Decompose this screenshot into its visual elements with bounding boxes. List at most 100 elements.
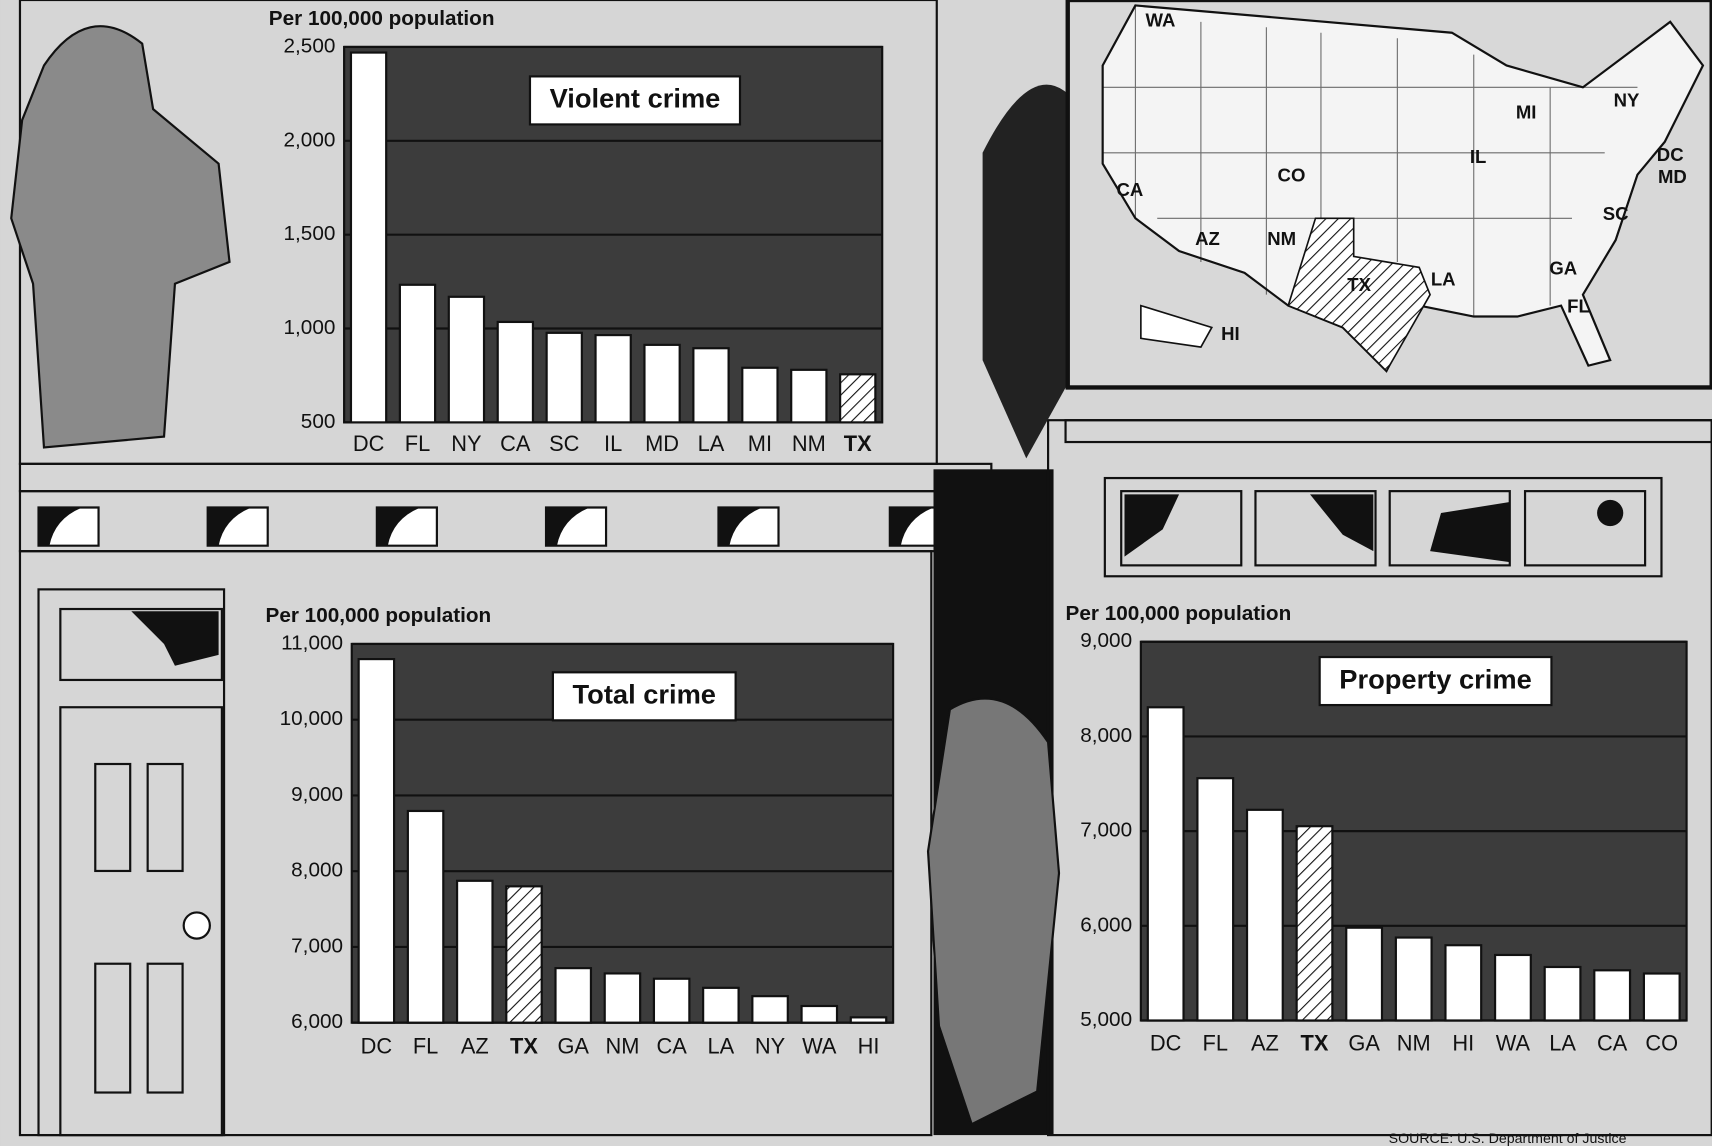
x-tick-label: LA bbox=[698, 431, 725, 456]
x-tick-label: WA bbox=[1496, 1030, 1531, 1055]
chart-title: Total crime bbox=[573, 679, 716, 710]
map-label: NM bbox=[1267, 228, 1296, 249]
map-label: MD bbox=[1658, 166, 1687, 187]
bar bbox=[851, 1017, 886, 1022]
bar bbox=[1594, 970, 1630, 1020]
x-tick-label: AZ bbox=[1251, 1030, 1279, 1055]
x-tick-label: FL bbox=[413, 1034, 438, 1059]
y-tick-label: 10,000 bbox=[280, 707, 343, 730]
bar bbox=[791, 370, 826, 423]
map-label: LA bbox=[1431, 268, 1456, 289]
axis-label: Per 100,000 population bbox=[1066, 602, 1292, 625]
us-map bbox=[1068, 0, 1712, 387]
bar bbox=[1396, 938, 1432, 1021]
x-tick-label: NM bbox=[1397, 1030, 1431, 1055]
bar bbox=[1644, 974, 1680, 1021]
x-tick-label: FL bbox=[1203, 1030, 1228, 1055]
x-tick-label: TX bbox=[844, 431, 872, 456]
y-tick-label: 9,000 bbox=[291, 783, 343, 806]
bar bbox=[1545, 967, 1581, 1020]
y-tick-label: 1,500 bbox=[284, 222, 336, 245]
bar bbox=[644, 345, 679, 423]
x-tick-label: TX bbox=[510, 1034, 538, 1059]
bar bbox=[1197, 778, 1233, 1020]
bar bbox=[400, 285, 435, 423]
map-label: WA bbox=[1146, 10, 1176, 31]
x-tick-label: NM bbox=[792, 431, 826, 456]
x-tick-label: MD bbox=[645, 431, 679, 456]
bar bbox=[654, 979, 689, 1023]
x-tick-label: DC bbox=[353, 431, 385, 456]
y-tick-label: 9,000 bbox=[1080, 629, 1132, 652]
map-label: AZ bbox=[1195, 228, 1220, 249]
bar bbox=[457, 881, 492, 1023]
map-label: HI bbox=[1221, 323, 1240, 344]
y-tick-label: 7,000 bbox=[1080, 819, 1132, 842]
x-tick-label: HI bbox=[1452, 1030, 1474, 1055]
x-tick-label: AZ bbox=[461, 1034, 489, 1059]
y-tick-label: 8,000 bbox=[1080, 724, 1132, 747]
bar bbox=[351, 53, 386, 423]
y-tick-label: 8,000 bbox=[291, 859, 343, 882]
y-tick-label: 5,000 bbox=[1080, 1008, 1132, 1031]
bar bbox=[840, 374, 875, 422]
source: SOURCE: U.S. Department of Justice bbox=[1389, 1131, 1627, 1146]
chart-title: Violent crime bbox=[550, 83, 721, 114]
x-tick-label: LA bbox=[708, 1034, 735, 1059]
map-label: IL bbox=[1470, 146, 1486, 167]
x-tick-label: DC bbox=[361, 1034, 393, 1059]
x-tick-label: MI bbox=[748, 431, 772, 456]
axis-label: Per 100,000 population bbox=[269, 7, 495, 30]
map-label: CO bbox=[1278, 165, 1306, 186]
x-tick-label: DC bbox=[1150, 1030, 1182, 1055]
map-label: DC bbox=[1657, 144, 1684, 165]
bar bbox=[1148, 707, 1184, 1020]
bar bbox=[742, 368, 777, 423]
x-tick-label: FL bbox=[405, 431, 430, 456]
bar bbox=[1297, 826, 1333, 1020]
bar bbox=[1346, 928, 1382, 1021]
x-tick-label: CA bbox=[656, 1034, 687, 1059]
infographic: Per 100,000 population 500 1,000 1,500 2,000… bbox=[0, 0, 1712, 1146]
map-label: GA bbox=[1549, 257, 1577, 278]
map-label: TX bbox=[1347, 274, 1371, 295]
map-label: NY bbox=[1614, 89, 1640, 110]
x-tick-label: GA bbox=[1348, 1030, 1380, 1055]
y-tick-label: 500 bbox=[301, 410, 336, 433]
bar bbox=[547, 333, 582, 423]
bar bbox=[556, 968, 591, 1023]
y-tick-label: 2,500 bbox=[284, 34, 336, 57]
map-label: MI bbox=[1516, 101, 1537, 122]
y-tick-label: 7,000 bbox=[291, 934, 343, 957]
y-tick-label: 6,000 bbox=[291, 1010, 343, 1033]
x-tick-label: LA bbox=[1549, 1030, 1576, 1055]
bar bbox=[408, 811, 443, 1023]
y-tick-label: 2,000 bbox=[284, 128, 336, 151]
bar bbox=[605, 973, 640, 1022]
x-tick-label: NM bbox=[605, 1034, 639, 1059]
y-tick-label: 1,000 bbox=[284, 316, 336, 339]
x-tick-label: WA bbox=[802, 1034, 837, 1059]
bar bbox=[752, 996, 787, 1023]
x-tick-label: HI bbox=[858, 1034, 880, 1059]
y-tick-label: 11,000 bbox=[281, 631, 343, 654]
bar bbox=[693, 348, 728, 422]
x-tick-label: CO bbox=[1645, 1030, 1678, 1055]
x-tick-label: CA bbox=[500, 431, 531, 456]
x-tick-label: SC bbox=[549, 431, 579, 456]
x-tick-label: NY bbox=[755, 1034, 786, 1059]
bar bbox=[449, 297, 484, 423]
bar bbox=[596, 335, 631, 422]
y-tick-label: 6,000 bbox=[1080, 913, 1132, 936]
bar bbox=[703, 988, 738, 1023]
bar bbox=[506, 886, 541, 1022]
bar bbox=[1495, 955, 1531, 1021]
x-tick-label: CA bbox=[1597, 1030, 1628, 1055]
bar bbox=[1247, 810, 1283, 1021]
map-label: FL bbox=[1567, 296, 1590, 317]
x-tick-label: TX bbox=[1301, 1030, 1329, 1055]
chart-title: Property crime bbox=[1339, 663, 1531, 694]
x-tick-label: GA bbox=[557, 1034, 589, 1059]
bar bbox=[498, 322, 533, 422]
map-label: CA bbox=[1117, 179, 1144, 200]
